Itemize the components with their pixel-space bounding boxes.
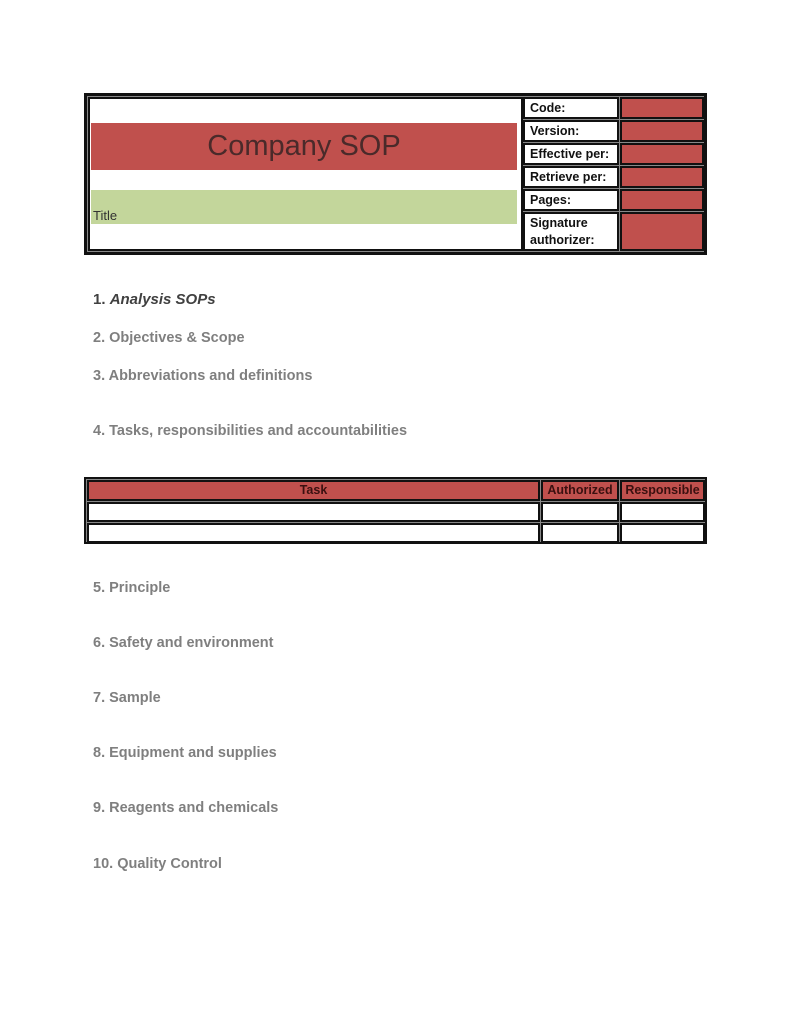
column-header-authorized: Authorized: [541, 480, 619, 501]
table-cell[interactable]: [87, 502, 540, 522]
section-heading-1: 1. Analysis SOPs: [93, 291, 216, 308]
retrieve-value[interactable]: [620, 166, 704, 188]
section-heading-4: 4. Tasks, responsibilities and accountab…: [93, 423, 408, 439]
signature-value[interactable]: [620, 212, 704, 251]
section-heading-2: 2. Objectives & Scope: [93, 330, 245, 346]
task-table: Task Authorized Responsible: [84, 477, 707, 544]
column-header-task: Task: [87, 480, 540, 501]
retrieve-label: Retrieve per:: [523, 166, 619, 188]
table-cell[interactable]: [541, 502, 619, 522]
section-heading-3: 3. Abbreviations and definitions: [93, 368, 313, 384]
title-cell: [88, 97, 523, 251]
section-heading-9: 9. Reagents and chemicals: [93, 800, 279, 816]
company-title: Company SOP: [91, 123, 517, 170]
code-value[interactable]: [620, 97, 704, 119]
effective-value[interactable]: [620, 143, 704, 165]
section-heading-6: 6. Safety and environment: [93, 635, 274, 651]
signature-label: Signature authorizer:: [523, 212, 619, 251]
code-label: Code:: [523, 97, 619, 119]
document-title-field[interactable]: Title: [91, 190, 517, 224]
pages-value[interactable]: [620, 189, 704, 211]
effective-label: Effective per:: [523, 143, 619, 165]
table-cell[interactable]: [620, 502, 705, 522]
section-heading-8: 8. Equipment and supplies: [93, 745, 277, 761]
section-heading-7: 7. Sample: [93, 690, 161, 706]
table-cell[interactable]: [620, 523, 705, 543]
version-value[interactable]: [620, 120, 704, 142]
section-heading-5: 5. Principle: [93, 580, 171, 596]
table-cell[interactable]: [87, 523, 540, 543]
pages-label: Pages:: [523, 189, 619, 211]
version-label: Version:: [523, 120, 619, 142]
table-cell[interactable]: [541, 523, 619, 543]
section-heading-10: 10. Quality Control: [93, 856, 222, 872]
column-header-responsible: Responsible: [620, 480, 705, 501]
sop-header-table: Code: Version: Effective per: Retrieve p…: [84, 93, 707, 255]
